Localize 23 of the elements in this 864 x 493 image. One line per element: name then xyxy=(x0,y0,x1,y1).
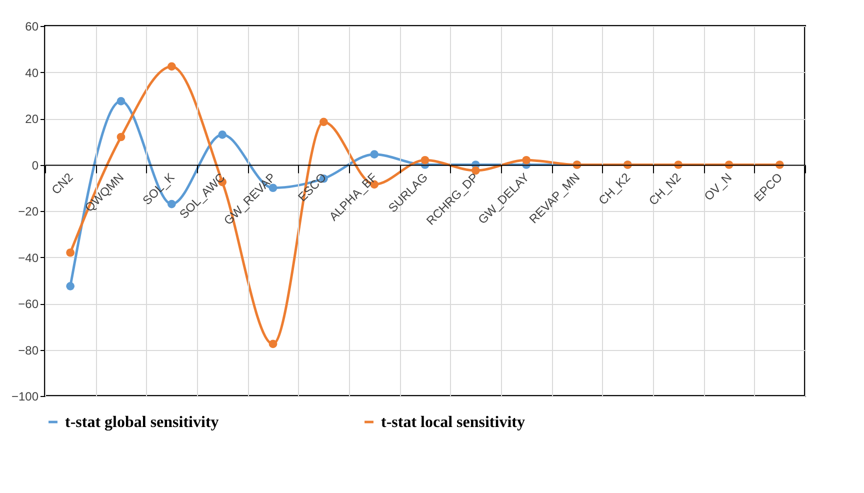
y-tick-label: 20 xyxy=(25,112,39,126)
y-tick-label: −60 xyxy=(18,297,39,311)
y-tick-label: −40 xyxy=(18,250,39,265)
legend-label: t-stat global sensitivity xyxy=(65,414,219,431)
point xyxy=(167,62,176,71)
point xyxy=(116,132,126,142)
y-tick-label: −80 xyxy=(18,343,39,358)
point xyxy=(420,156,430,164)
point xyxy=(116,96,126,106)
point xyxy=(66,282,75,290)
y-tick-label: 60 xyxy=(25,20,39,34)
x-tick-label: CN2 xyxy=(48,170,76,198)
point xyxy=(218,130,227,139)
y-tick-label: −20 xyxy=(18,204,39,218)
legend-label: t-stat local sensitivity xyxy=(381,414,525,431)
y-tick-label: −100 xyxy=(11,390,39,404)
y-tick-label: 0 xyxy=(32,158,39,172)
point xyxy=(319,118,328,126)
point xyxy=(268,340,278,348)
point xyxy=(66,248,75,257)
y-tick-label: 40 xyxy=(25,66,39,80)
point xyxy=(370,150,379,159)
point xyxy=(522,156,531,164)
